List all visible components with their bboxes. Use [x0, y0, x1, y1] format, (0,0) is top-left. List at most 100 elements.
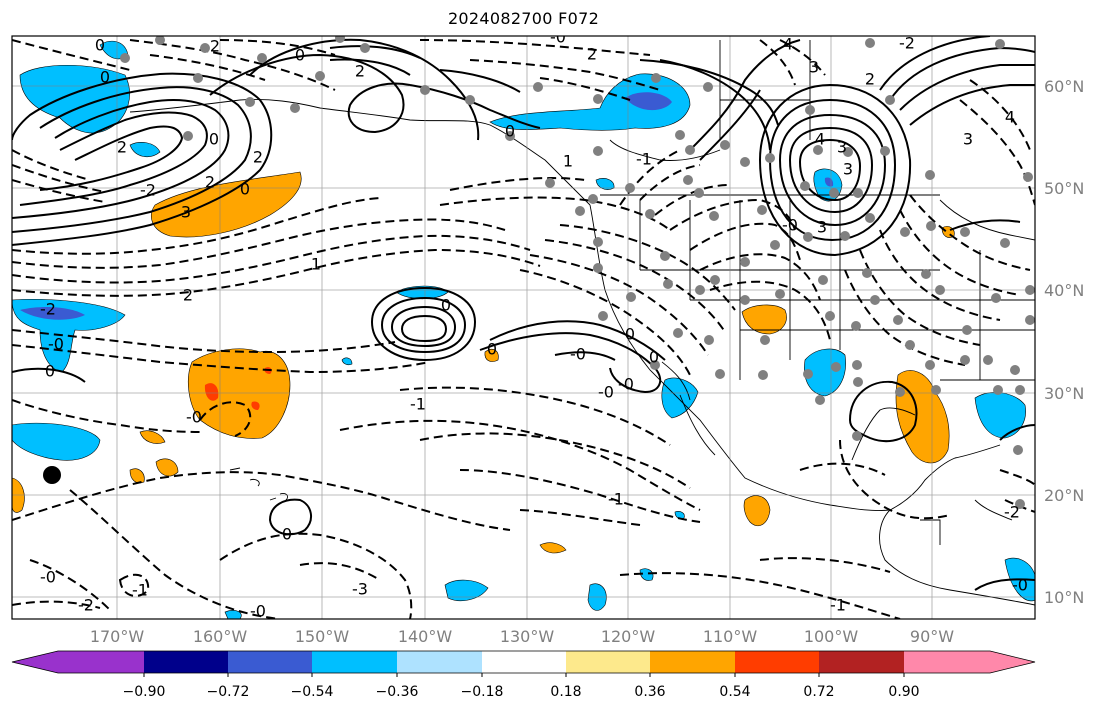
contour-label: -0: [48, 335, 64, 354]
lat-label: 60°N: [1044, 77, 1084, 96]
contour-label: 0: [487, 340, 497, 359]
contour-label: 0: [100, 68, 110, 87]
contour-label: 3: [837, 138, 847, 157]
colorbar-tick-label: 0.90: [888, 684, 919, 700]
colorbar-segment: [482, 651, 566, 673]
colorbar-tick-label: 0.72: [803, 684, 834, 700]
colorbar: −0.90 −0.72 −0.54 −0.36 −0.18 0.18 0.36 0.54 0.7…: [11, 650, 1036, 700]
contour-label: 2: [210, 37, 220, 56]
colorbar-tick-label: −0.18: [461, 684, 504, 700]
colorbar-segment: [650, 651, 735, 673]
contour-label: 0: [649, 348, 659, 367]
dashed-contours: [12, 39, 1035, 619]
lat-label: 40°N: [1044, 281, 1084, 300]
lon-label: 90°W: [910, 627, 954, 646]
latitude-labels: 60°N 50°N 40°N 30°N 20°N 10°N: [1044, 77, 1084, 607]
contour-label: 0: [625, 325, 635, 344]
lon-label: 100°W: [804, 627, 859, 646]
contour-label: 0: [209, 130, 219, 149]
contour-label: 0: [45, 362, 55, 381]
colorbar-tick-label: 0.36: [634, 684, 665, 700]
contour-label: 4: [1005, 108, 1015, 127]
contour-label: -2: [1004, 503, 1020, 522]
colorbar-segment: [312, 651, 397, 673]
lon-label: 130°W: [500, 627, 555, 646]
lon-label: 110°W: [703, 627, 758, 646]
colorbar-segment: [735, 651, 819, 673]
contour-label: -1: [410, 395, 426, 414]
black-dot-marker: [43, 466, 61, 484]
contour-label: 2: [253, 148, 263, 167]
contour-label: 3: [809, 58, 819, 77]
colorbar-tick-label: −0.72: [207, 684, 250, 700]
contour-label: -2: [899, 34, 915, 53]
contour-label: 1: [563, 152, 573, 171]
contour-label: -0: [570, 345, 586, 364]
contour-label: 0: [282, 525, 292, 544]
solid-contours: [12, 36, 1035, 591]
contour-label: 3: [963, 130, 973, 149]
lon-label: 150°W: [295, 627, 350, 646]
gridlines: [12, 36, 1035, 619]
contour-label: -0: [550, 28, 566, 47]
contour-label: 3: [843, 160, 853, 179]
contour-label: -3: [352, 580, 368, 599]
colorbar-segment: [397, 651, 482, 673]
contour-label: -2: [78, 596, 94, 615]
contour-label: 2: [117, 138, 127, 157]
contour-label: 3: [817, 218, 827, 237]
colorbar-segment: [904, 651, 990, 673]
colorbar-tick-label: 0.18: [550, 684, 581, 700]
colorbar-segment: [819, 651, 904, 673]
colorbar-segment: [144, 651, 228, 673]
contour-label: -0: [618, 375, 634, 394]
lon-label: 160°W: [193, 627, 248, 646]
lon-label: 170°W: [90, 627, 145, 646]
map-frame: [11, 35, 1036, 620]
contour-label: 2: [205, 173, 215, 192]
lat-label: 30°N: [1044, 384, 1084, 403]
contour-label: 3: [181, 203, 191, 222]
contour-label: -0: [40, 568, 56, 587]
contour-label: -1: [608, 490, 624, 509]
contour-label: -2: [140, 181, 156, 200]
contour-label: 1: [311, 255, 321, 274]
contour-label: 0: [95, 36, 105, 55]
contour-label: -2: [40, 300, 56, 319]
contour-label: 0: [240, 180, 250, 199]
contour-label: -1: [830, 596, 846, 615]
contour-label: -1: [636, 150, 652, 169]
lat-label: 50°N: [1044, 179, 1084, 198]
contour-label: -0: [782, 216, 798, 235]
lat-label: 20°N: [1044, 486, 1084, 505]
colorbar-tick-label: −0.90: [123, 684, 166, 700]
map-title: 2024082700 F072: [447, 9, 600, 28]
contour-label: -0: [186, 408, 202, 427]
contour-label: 0: [295, 46, 305, 65]
contour-label: -0: [1012, 576, 1028, 595]
lon-label: 120°W: [601, 627, 656, 646]
colorbar-segment: [228, 651, 312, 673]
colorbar-segment: [58, 651, 144, 673]
colorbar-extend-low: [12, 651, 58, 673]
station-dots: [120, 36, 1035, 509]
colorbar-tick-label: −0.36: [376, 684, 419, 700]
colorbar-tick-label: 0.54: [719, 684, 750, 700]
contour-label: -0: [250, 602, 266, 621]
contour-label: -1: [132, 581, 148, 600]
contour-label: 2: [183, 286, 193, 305]
contour-label: -0: [598, 383, 614, 402]
contour-label: 4: [815, 130, 825, 149]
colorbar-extend-high: [990, 651, 1035, 673]
contour-label: 0: [505, 122, 515, 141]
contour-label: 2: [587, 45, 597, 64]
lat-label: 10°N: [1044, 588, 1084, 607]
contour-label: 4: [783, 35, 793, 54]
contour-label: 2: [865, 70, 875, 89]
lon-label: 140°W: [398, 627, 453, 646]
contour-label: 2: [355, 62, 365, 81]
colorbar-outline: [11, 650, 1036, 674]
colorbar-segment: [566, 651, 650, 673]
